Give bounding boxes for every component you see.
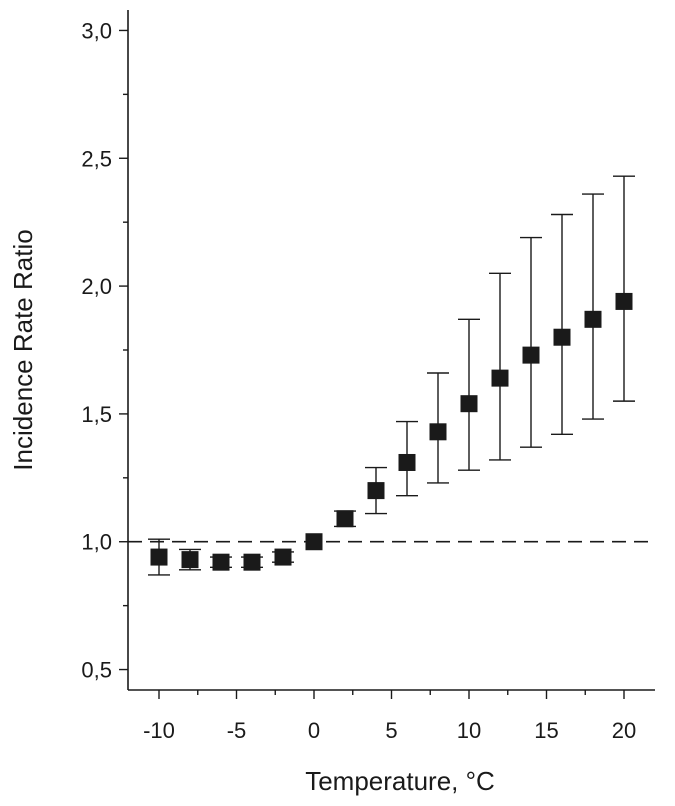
y-axis: 0,5 1,0 1,5 2,0 2,5 3,0 — [81, 10, 129, 690]
x-tick-label: 20 — [612, 718, 636, 743]
data-point — [584, 310, 602, 328]
data-point — [398, 453, 416, 471]
data-point — [460, 395, 478, 413]
data-point — [553, 328, 571, 346]
y-tick-label: 1,0 — [81, 530, 112, 555]
data-point — [212, 553, 230, 571]
y-tick-label: 3,0 — [81, 18, 112, 43]
data-point — [367, 482, 385, 500]
y-tick-label: 0,5 — [81, 658, 112, 683]
data-point — [429, 423, 447, 441]
x-tick-label: 0 — [308, 718, 320, 743]
x-axis-title: Temperature, °C — [305, 766, 495, 796]
data-point — [150, 548, 168, 566]
x-tick-label: -10 — [143, 718, 175, 743]
x-tick-label: 5 — [385, 718, 397, 743]
data-point — [274, 548, 292, 566]
y-tick-label: 2,5 — [81, 146, 112, 171]
y-axis-title: Incidence Rate Ratio — [8, 229, 38, 470]
x-axis: -10 -5 0 5 10 15 20 — [128, 689, 655, 743]
data-point — [181, 551, 199, 569]
x-tick-label: 15 — [534, 718, 558, 743]
data-point — [336, 510, 354, 528]
data-point — [243, 553, 261, 571]
plot-area — [128, 175, 655, 576]
data-point — [522, 346, 540, 364]
data-point — [491, 369, 509, 387]
x-tick-label: -5 — [227, 718, 247, 743]
data-point — [305, 533, 323, 551]
x-tick-label: 10 — [457, 718, 481, 743]
y-tick-label: 1,5 — [81, 402, 112, 427]
y-tick-label: 2,0 — [81, 274, 112, 299]
data-point — [615, 292, 633, 310]
